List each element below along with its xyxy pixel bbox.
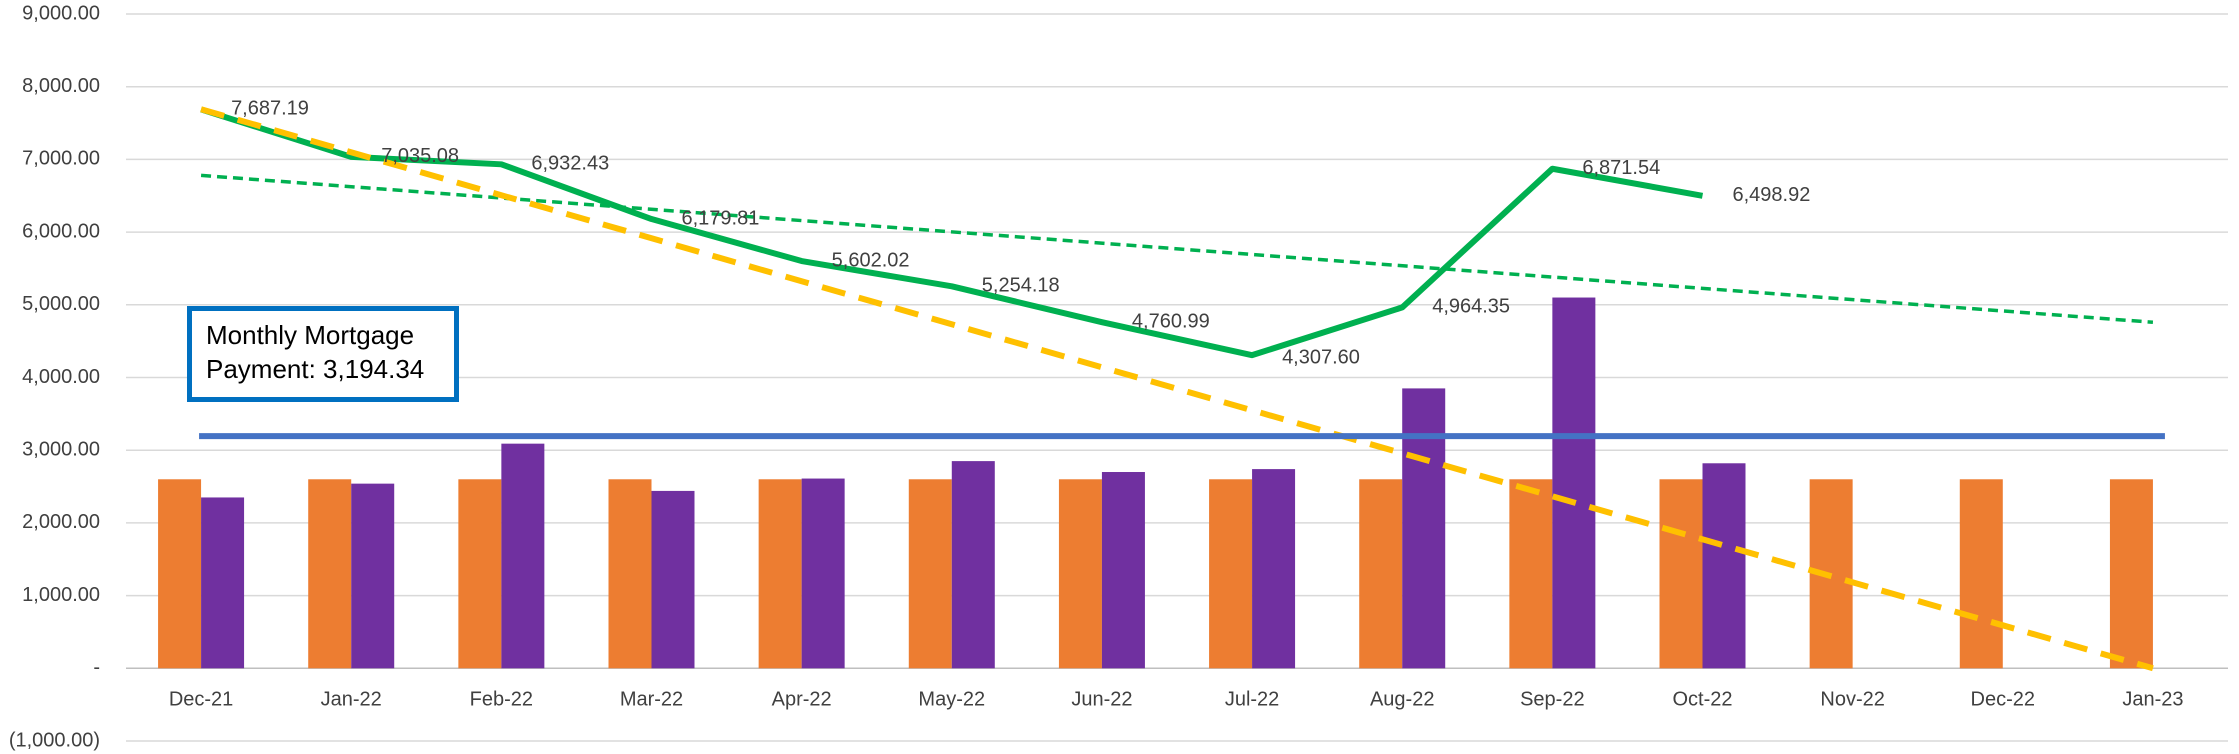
data-label: 5,602.02 — [832, 249, 910, 271]
x-tick-label: Aug-22 — [1370, 689, 1435, 711]
bar — [1702, 463, 1746, 669]
bar — [1252, 469, 1296, 669]
x-tick-label: Sep-22 — [1520, 689, 1585, 711]
x-tick-label: Dec-21 — [169, 689, 233, 711]
x-tick-label: Dec-22 — [1971, 689, 2035, 711]
x-tick-label: Jan-22 — [321, 689, 382, 711]
data-label: 7,035.08 — [381, 145, 459, 167]
bar — [1402, 388, 1446, 669]
bar — [501, 443, 545, 669]
bar — [1659, 479, 1703, 669]
data-label: 4,760.99 — [1132, 310, 1210, 332]
y-tick-label: 4,000.00 — [22, 366, 100, 388]
data-label: 6,498.92 — [1733, 184, 1811, 206]
y-tick-label: 2,000.00 — [22, 511, 100, 533]
y-tick-label: - — [93, 657, 100, 679]
bar — [1209, 479, 1253, 669]
data-label: 7,687.19 — [231, 98, 309, 120]
data-label: 6,871.54 — [1582, 157, 1660, 179]
bar — [1959, 479, 2003, 669]
line — [200, 106, 1704, 359]
trendline — [200, 173, 2154, 324]
data-label: 6,179.81 — [682, 207, 760, 229]
bar — [1359, 479, 1403, 669]
y-tick-label: 9,000.00 — [22, 2, 100, 24]
bar — [158, 479, 202, 669]
annotation: Monthly Mortgage Payment: 3,194.34 — [187, 306, 459, 402]
x-tick-label: Jan-23 — [2122, 689, 2183, 711]
bar — [608, 479, 652, 669]
trendline — [200, 106, 2154, 672]
x-tick-label: Jun-22 — [1071, 689, 1132, 711]
bar — [1552, 297, 1596, 669]
annotation-box: Monthly Mortgage Payment: 3,194.34 — [187, 306, 459, 402]
bar — [801, 478, 845, 669]
bar — [1101, 472, 1145, 669]
y-tick-label: 1,000.00 — [22, 584, 100, 606]
y-tick-label: 3,000.00 — [22, 438, 100, 460]
bar — [1058, 479, 1102, 669]
y-tick-label: 5,000.00 — [22, 293, 100, 315]
bar — [201, 497, 245, 669]
bar — [2109, 479, 2153, 669]
bar — [758, 479, 802, 669]
bar — [458, 479, 502, 669]
x-tick-label: Apr-22 — [772, 689, 832, 711]
x-tick-label: Jul-22 — [1225, 689, 1279, 711]
data-label: 5,254.18 — [982, 275, 1060, 297]
x-tick-label: Oct-22 — [1672, 689, 1732, 711]
bar — [908, 479, 952, 669]
y-tick-label: 7,000.00 — [22, 148, 100, 170]
y-tick-label: 8,000.00 — [22, 75, 100, 97]
data-label: 6,932.43 — [531, 153, 609, 175]
data-label: 4,964.35 — [1432, 296, 1510, 318]
x-tick-label: May-22 — [918, 689, 985, 711]
y-tick-label: (1,000.00) — [9, 729, 100, 751]
data-label: 4,307.60 — [1282, 346, 1360, 368]
bar — [651, 490, 695, 669]
bar — [351, 483, 395, 669]
bar — [308, 479, 352, 669]
x-tick-label: Nov-22 — [1820, 689, 1884, 711]
y-tick-label: 6,000.00 — [22, 220, 100, 242]
x-tick-label: Feb-22 — [470, 689, 533, 711]
bar — [951, 461, 995, 669]
bar — [1509, 479, 1553, 669]
x-tick-label: Mar-22 — [620, 689, 683, 711]
